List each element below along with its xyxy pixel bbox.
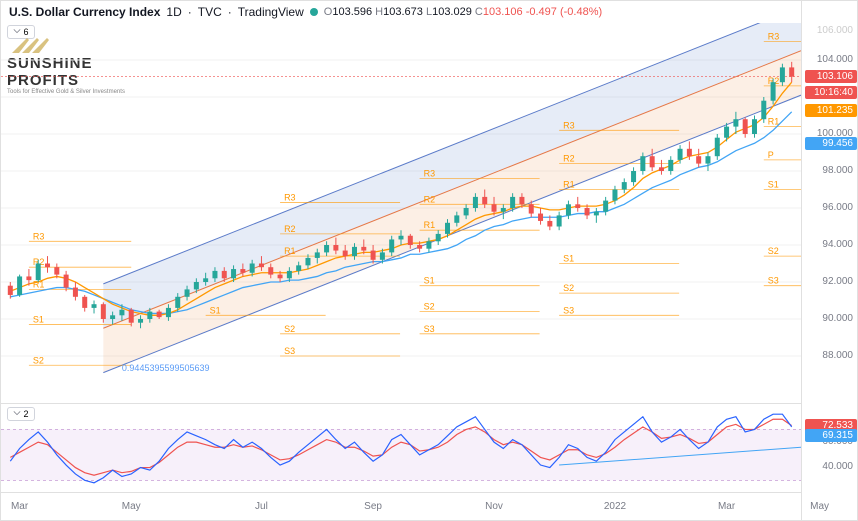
svg-text:R1: R1 xyxy=(284,246,296,256)
ohlc-block: O103.596 H103.673 L103.029 C103.106 -0.4… xyxy=(324,6,602,18)
svg-text:S3: S3 xyxy=(563,305,574,315)
price-tick: 90.000 xyxy=(822,313,853,324)
rsi-badge: 69.315 xyxy=(805,429,857,442)
svg-text:0.9445395599505639: 0.9445395599505639 xyxy=(122,363,210,373)
interval[interactable]: 1D xyxy=(166,5,181,19)
svg-text:R3: R3 xyxy=(563,120,575,130)
svg-text:S3: S3 xyxy=(284,346,295,356)
price-badge: 10:16:40 xyxy=(805,86,857,99)
svg-text:S2: S2 xyxy=(768,246,779,256)
time-tick: May xyxy=(810,501,829,512)
time-tick: Mar xyxy=(11,501,28,512)
price-axis[interactable]: 106.00088.00090.00092.00094.00096.00098.… xyxy=(801,1,857,520)
price-tick: 92.000 xyxy=(822,276,853,287)
time-tick: Jul xyxy=(255,501,268,512)
svg-text:S1: S1 xyxy=(563,254,574,264)
svg-text:S2: S2 xyxy=(33,355,44,365)
svg-text:S2: S2 xyxy=(424,302,435,312)
time-tick: Mar xyxy=(718,501,735,512)
svg-text:P: P xyxy=(768,150,774,160)
main-chart[interactable]: R3R2R1S1S2S1R3R2R1S2S3R3R2R1S1S2S3R3R2R1… xyxy=(1,23,801,393)
price-tick: 98.000 xyxy=(822,165,853,176)
svg-text:R3: R3 xyxy=(424,168,436,178)
rsi-chart[interactable] xyxy=(1,403,801,493)
price-badge: 103.106 xyxy=(805,70,857,83)
chart-header: U.S. Dollar Currency Index 1D· TVC· Trad… xyxy=(1,1,857,23)
time-tick: 2022 xyxy=(604,501,626,512)
price-tick: 104.000 xyxy=(817,54,853,65)
svg-text:S1: S1 xyxy=(210,305,221,315)
exchange: TVC xyxy=(198,5,222,19)
svg-text:S3: S3 xyxy=(768,276,779,286)
svg-text:S2: S2 xyxy=(284,324,295,334)
time-tick: Sep xyxy=(364,501,382,512)
svg-text:R3: R3 xyxy=(768,32,780,42)
price-badge: 101.235 xyxy=(805,104,857,117)
svg-text:R3: R3 xyxy=(284,192,296,202)
price-tick: 88.000 xyxy=(822,350,853,361)
time-tick: May xyxy=(122,501,141,512)
symbol-name[interactable]: U.S. Dollar Currency Index xyxy=(9,5,160,19)
svg-text:S1: S1 xyxy=(424,276,435,286)
svg-text:R1: R1 xyxy=(424,220,436,230)
svg-text:S3: S3 xyxy=(424,324,435,334)
svg-text:R1: R1 xyxy=(563,180,575,190)
status-dot xyxy=(310,8,318,16)
price-badge: 99.456 xyxy=(805,137,857,150)
svg-text:R2: R2 xyxy=(563,154,575,164)
price-tick: 94.000 xyxy=(822,239,853,250)
svg-text:R3: R3 xyxy=(33,231,45,241)
rsi-tick: 40.000 xyxy=(822,461,853,472)
time-tick: Nov xyxy=(485,501,503,512)
svg-text:R2: R2 xyxy=(284,224,296,234)
svg-text:R2: R2 xyxy=(424,194,436,204)
svg-text:S1: S1 xyxy=(33,315,44,325)
time-axis[interactable]: MarMayJulSepNov2022MarMay xyxy=(1,492,801,520)
svg-text:S2: S2 xyxy=(563,283,574,293)
provider: TradingView xyxy=(238,5,304,19)
price-tick: 96.000 xyxy=(822,202,853,213)
svg-text:S1: S1 xyxy=(768,180,779,190)
